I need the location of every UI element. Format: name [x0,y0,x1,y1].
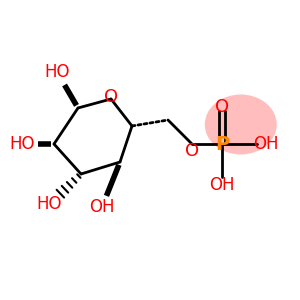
Text: HO: HO [44,63,70,81]
Text: OH: OH [89,198,115,216]
Text: O: O [104,88,118,106]
Text: O: O [185,142,199,160]
Text: O: O [215,98,229,116]
Text: OH: OH [209,176,235,194]
Ellipse shape [205,94,277,154]
Text: P: P [215,134,229,154]
Text: OH: OH [253,135,278,153]
Text: HO: HO [10,135,35,153]
Text: HO: HO [37,195,62,213]
